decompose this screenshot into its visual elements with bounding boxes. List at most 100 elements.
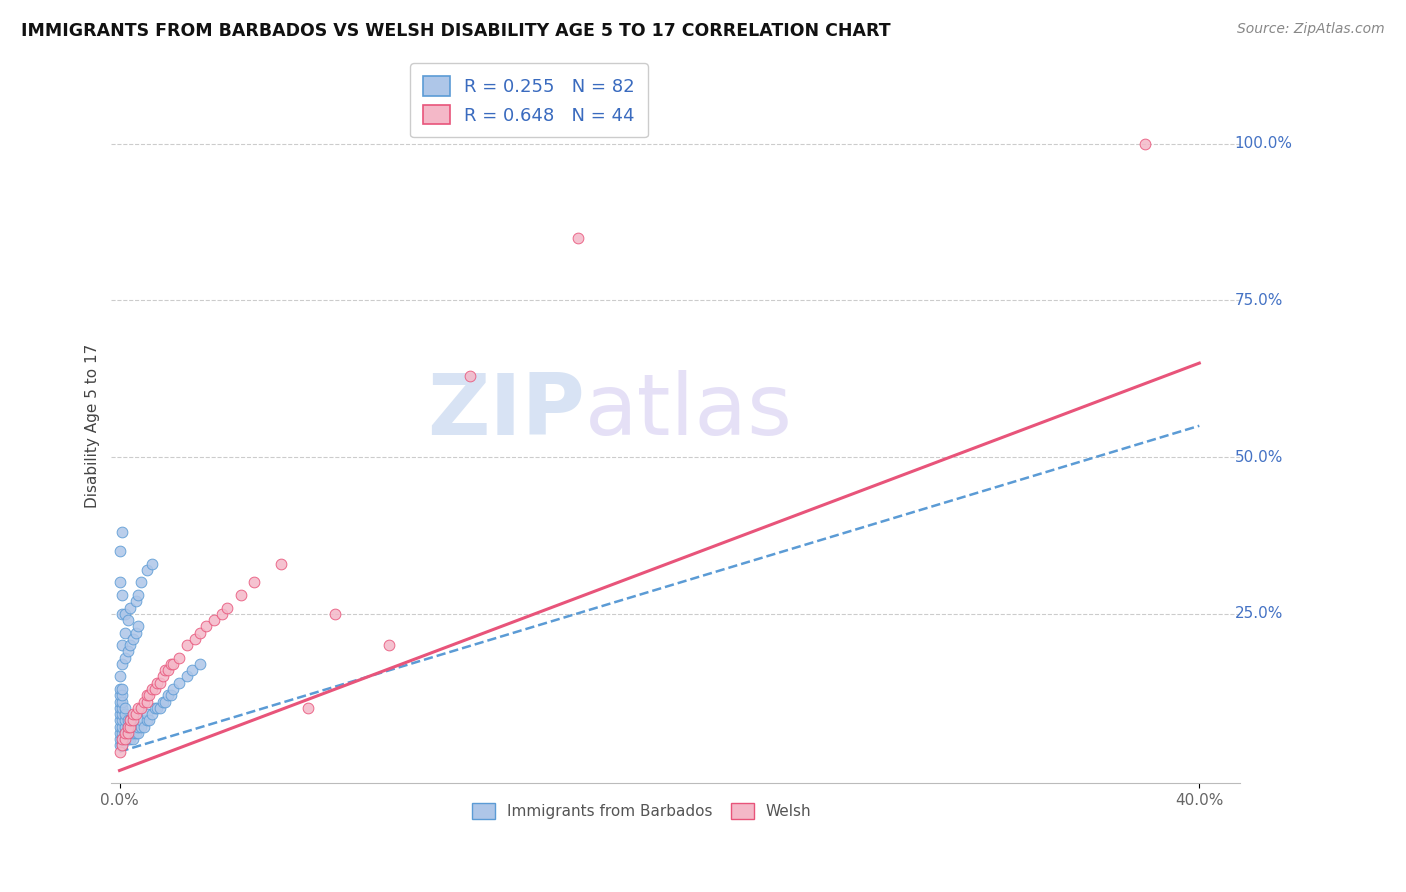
Point: [138, 714, 160, 728]
Point: [143, 701, 166, 715]
Point: [111, 695, 134, 709]
Point: [127, 701, 149, 715]
Point: [111, 607, 134, 621]
Point: [167, 675, 190, 690]
Point: [117, 720, 139, 734]
Point: [111, 588, 134, 602]
Point: [152, 669, 174, 683]
Point: [167, 650, 190, 665]
Point: [129, 701, 152, 715]
Point: [129, 720, 152, 734]
Point: [122, 720, 145, 734]
Point: [127, 588, 149, 602]
Point: [108, 701, 131, 715]
Text: ZIP: ZIP: [427, 370, 585, 453]
Legend: Immigrants from Barbados, Welsh: Immigrants from Barbados, Welsh: [465, 797, 818, 825]
Point: [125, 625, 148, 640]
Point: [125, 707, 148, 722]
Point: [114, 720, 136, 734]
Point: [111, 720, 134, 734]
Point: [159, 657, 181, 671]
Point: [108, 726, 131, 740]
Point: [120, 714, 142, 728]
Point: [127, 619, 149, 633]
Text: 100.0%: 100.0%: [1234, 136, 1292, 152]
Point: [1135, 136, 1157, 151]
Point: [111, 739, 134, 753]
Point: [190, 657, 212, 671]
Point: [155, 663, 177, 677]
Point: [132, 720, 155, 734]
Point: [111, 726, 134, 740]
Point: [108, 669, 131, 683]
Point: [114, 607, 136, 621]
Point: [114, 732, 136, 747]
Point: [108, 688, 131, 702]
Point: [297, 701, 319, 715]
Point: [117, 644, 139, 658]
Point: [125, 726, 148, 740]
Point: [184, 632, 207, 646]
Point: [114, 701, 136, 715]
Point: [325, 607, 347, 621]
Point: [117, 720, 139, 734]
Point: [125, 594, 148, 608]
Point: [217, 600, 239, 615]
Point: [132, 695, 155, 709]
Point: [149, 675, 172, 690]
Point: [114, 714, 136, 728]
Point: [378, 638, 401, 652]
Point: [111, 739, 134, 753]
Point: [108, 544, 131, 558]
Point: [117, 726, 139, 740]
Point: [108, 720, 131, 734]
Point: [108, 739, 131, 753]
Point: [122, 632, 145, 646]
Point: [135, 688, 157, 702]
Point: [229, 588, 252, 602]
Point: [111, 681, 134, 696]
Point: [114, 650, 136, 665]
Text: IMMIGRANTS FROM BARBADOS VS WELSH DISABILITY AGE 5 TO 17 CORRELATION CHART: IMMIGRANTS FROM BARBADOS VS WELSH DISABI…: [21, 22, 891, 40]
Point: [122, 732, 145, 747]
Point: [108, 714, 131, 728]
Point: [152, 695, 174, 709]
Point: [157, 688, 180, 702]
Point: [135, 695, 157, 709]
Point: [162, 681, 184, 696]
Text: 25.0%: 25.0%: [1234, 607, 1282, 622]
Point: [108, 575, 131, 590]
Point: [111, 714, 134, 728]
Point: [162, 657, 184, 671]
Text: atlas: atlas: [585, 370, 793, 453]
Point: [114, 726, 136, 740]
Point: [135, 563, 157, 577]
Point: [194, 619, 217, 633]
Point: [117, 613, 139, 627]
Point: [141, 681, 163, 696]
Point: [141, 707, 163, 722]
Point: [108, 695, 131, 709]
Point: [460, 368, 482, 383]
Point: [111, 701, 134, 715]
Point: [146, 675, 169, 690]
Point: [111, 657, 134, 671]
Point: [117, 732, 139, 747]
Point: [122, 726, 145, 740]
Point: [157, 663, 180, 677]
Point: [111, 732, 134, 747]
Point: [122, 707, 145, 722]
Point: [141, 557, 163, 571]
Point: [114, 726, 136, 740]
Point: [146, 701, 169, 715]
Point: [129, 575, 152, 590]
Point: [120, 600, 142, 615]
Point: [111, 638, 134, 652]
Point: [114, 732, 136, 747]
Point: [129, 714, 152, 728]
Point: [243, 575, 266, 590]
Point: [111, 707, 134, 722]
Point: [114, 625, 136, 640]
Point: [108, 707, 131, 722]
Point: [211, 607, 233, 621]
